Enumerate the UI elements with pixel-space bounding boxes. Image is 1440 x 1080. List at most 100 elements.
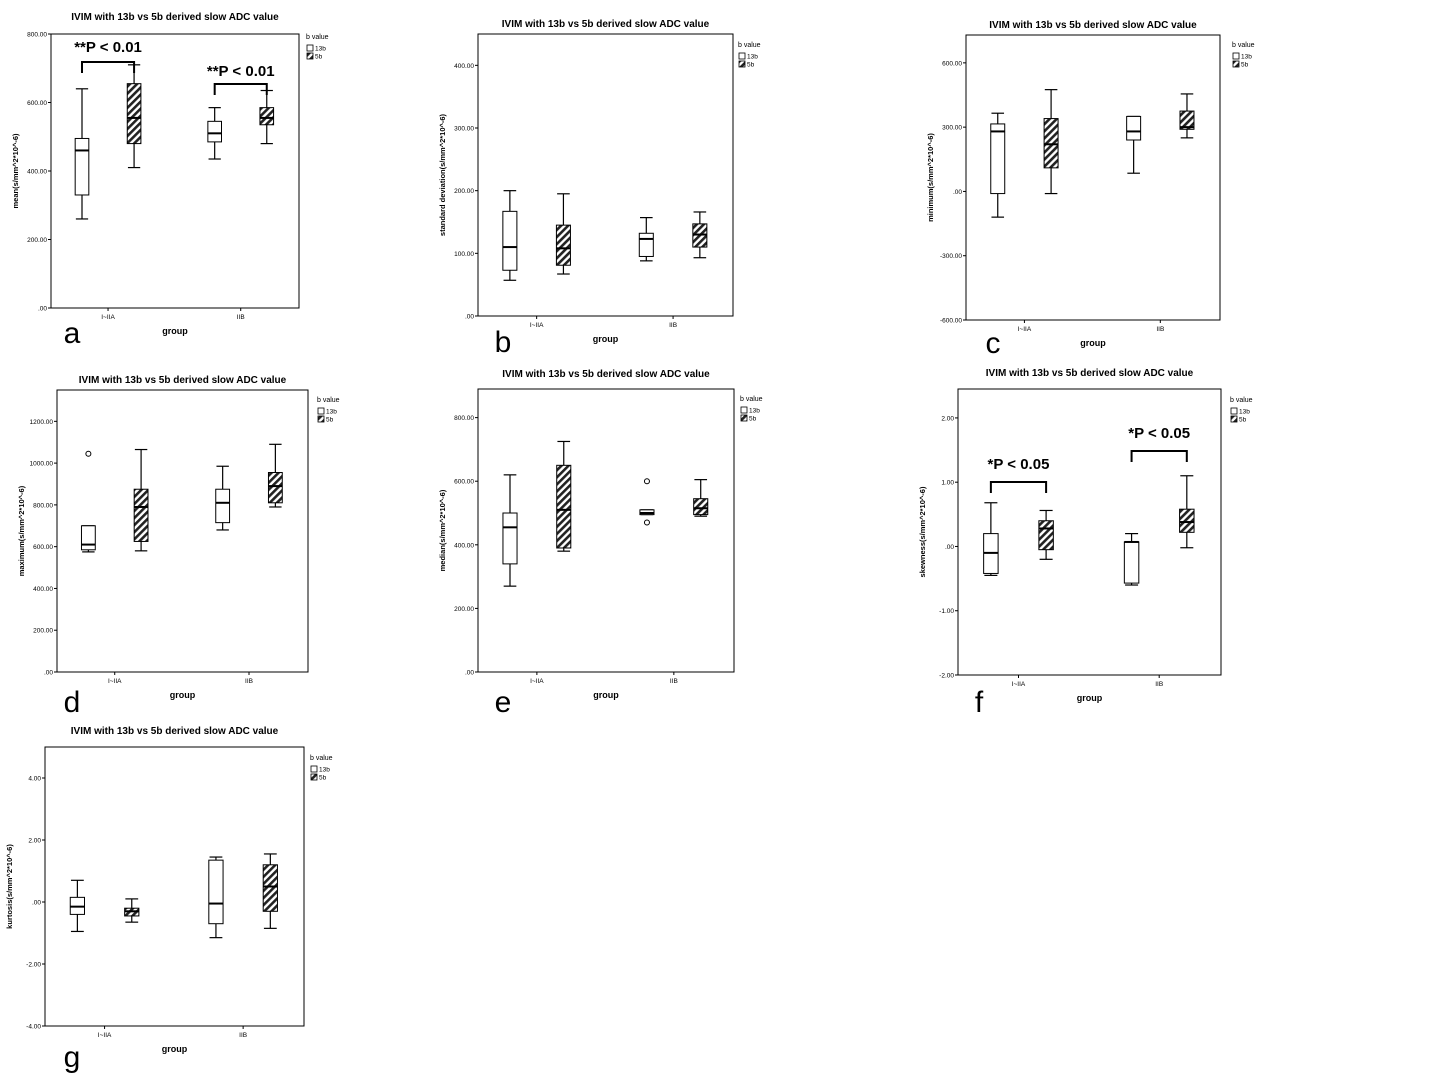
legend-swatch-13b: [1232, 52, 1240, 60]
panel-label: a: [64, 317, 81, 350]
x-tick-label: I~IIA: [1018, 326, 1032, 333]
legend-item-label: 5b: [1241, 62, 1249, 69]
x-tick-label: IIB: [1155, 681, 1163, 688]
panel-label: g: [64, 1041, 81, 1074]
box-body: [267, 472, 283, 504]
y-tick-label: -4.00: [26, 1024, 41, 1031]
box-body: [80, 525, 96, 551]
y-tick-label: .00: [945, 544, 954, 551]
y-tick-label: 800.00: [33, 502, 53, 509]
significance-bracket: [81, 61, 136, 73]
y-tick-label: 100.00: [454, 251, 474, 258]
legend-item-label: 5b: [319, 775, 327, 782]
legend-swatch-13b: [740, 406, 748, 414]
panel-label: c: [986, 327, 1001, 360]
box-13b-I~IIA: [69, 879, 85, 933]
box-13b-IIB: [215, 465, 231, 531]
panel-label: d: [64, 686, 81, 719]
chart-panel-d: IVIM with 13b vs 5b derived slow ADC val…: [17, 375, 340, 719]
y-tick-label: .00: [44, 670, 53, 677]
box-body: [207, 120, 223, 143]
plot-frame: [477, 33, 734, 317]
plot-frame: [56, 389, 309, 673]
legend-swatch-5b: [317, 415, 325, 423]
chart-panel-c: IVIM with 13b vs 5b derived slow ADC val…: [926, 20, 1255, 360]
plot-frame: [965, 34, 1221, 321]
legend-item-label: 13b: [326, 409, 337, 416]
legend-item-label: 5b: [326, 417, 334, 424]
y-tick-label: 400.00: [33, 586, 53, 593]
significance-bracket: [213, 83, 268, 95]
legend-swatch-5b: [740, 414, 748, 422]
legend-item-label: 13b: [749, 408, 760, 415]
box-5b-IIB: [1179, 93, 1195, 139]
plot-frame: [44, 746, 305, 1027]
chart-panel-b: IVIM with 13b vs 5b derived slow ADC val…: [438, 19, 761, 359]
x-tick-label: I~IIA: [108, 678, 122, 685]
box-5b-IIB: [692, 211, 708, 259]
y-tick-label: 200.00: [454, 606, 474, 613]
legend-swatch-13b: [317, 407, 325, 415]
legend-swatch-13b: [1230, 407, 1238, 415]
box-body: [74, 137, 90, 196]
box-5b-IIB: [1179, 475, 1195, 549]
legend-title: b value: [740, 396, 763, 403]
legend-item-label: 13b: [1239, 409, 1250, 416]
y-tick-label: 1.00: [941, 480, 954, 487]
chart-panel-e: IVIM with 13b vs 5b derived slow ADC val…: [438, 369, 763, 719]
x-axis-label: group: [1080, 338, 1106, 348]
x-axis-label: group: [162, 1044, 188, 1054]
legend-item-label: 5b: [747, 62, 755, 69]
y-axis-label: minimum(s/mm^2*10^-6): [926, 133, 935, 222]
x-axis-label: group: [162, 326, 188, 336]
box-5b-I~IIA: [124, 898, 140, 923]
significance-bracket: [989, 481, 1048, 493]
y-tick-label: 600.00: [454, 479, 474, 486]
legend-title: b value: [317, 397, 340, 404]
x-tick-label: I~IIA: [98, 1032, 112, 1039]
y-tick-label: .00: [32, 900, 41, 907]
y-axis-label: standard deviation(s/mm^2*10^-6): [438, 113, 447, 236]
y-tick-label: 800.00: [454, 415, 474, 422]
significance-label: *P < 0.05: [1128, 425, 1190, 442]
significance-label: **P < 0.01: [207, 63, 275, 80]
box-body: [1038, 520, 1054, 551]
y-tick-label: -1.00: [939, 608, 954, 615]
legend-item-label: 13b: [315, 46, 326, 53]
chart-title: IVIM with 13b vs 5b derived slow ADC val…: [71, 726, 279, 737]
box-body: [502, 210, 518, 271]
box-body: [1123, 541, 1140, 584]
chart-title: IVIM with 13b vs 5b derived slow ADC val…: [502, 369, 710, 380]
plot-frame: [477, 388, 735, 673]
y-tick-label: -2.00: [939, 673, 954, 680]
legend-swatch-5b: [738, 60, 746, 68]
x-tick-label: IIB: [245, 678, 253, 685]
box-body: [555, 224, 571, 266]
y-tick-label: 400.00: [454, 63, 474, 70]
legend-item-label: 5b: [749, 416, 757, 423]
box-body: [259, 107, 275, 126]
significance-label: **P < 0.01: [74, 39, 142, 56]
box-body: [1179, 110, 1195, 130]
box-5b-IIB: [259, 89, 275, 145]
x-tick-label: IIB: [239, 1032, 247, 1039]
x-tick-label: IIB: [669, 322, 677, 329]
y-tick-label: 600.00: [942, 60, 962, 67]
y-tick-label: 400.00: [27, 169, 47, 176]
panel-label: b: [495, 326, 512, 359]
y-axis-label: kurtosis(s/mm^2*10^-6): [5, 844, 14, 929]
legend-item-label: 13b: [1241, 54, 1252, 61]
x-axis-label: group: [593, 334, 619, 344]
y-axis-label: median(s/mm^2*10^-6): [438, 489, 447, 571]
chart-title: IVIM with 13b vs 5b derived slow ADC val…: [989, 20, 1197, 31]
box-13b-I~IIA: [502, 474, 518, 587]
y-tick-label: .00: [465, 314, 474, 321]
x-tick-label: I~IIA: [1012, 681, 1026, 688]
y-tick-label: 1200.00: [30, 419, 54, 426]
box-13b-I~IIA: [990, 112, 1006, 218]
box-body: [1043, 118, 1059, 169]
legend-swatch-5b: [306, 52, 314, 60]
outlier-point: [85, 450, 92, 457]
significance-label: *P < 0.05: [988, 456, 1050, 473]
